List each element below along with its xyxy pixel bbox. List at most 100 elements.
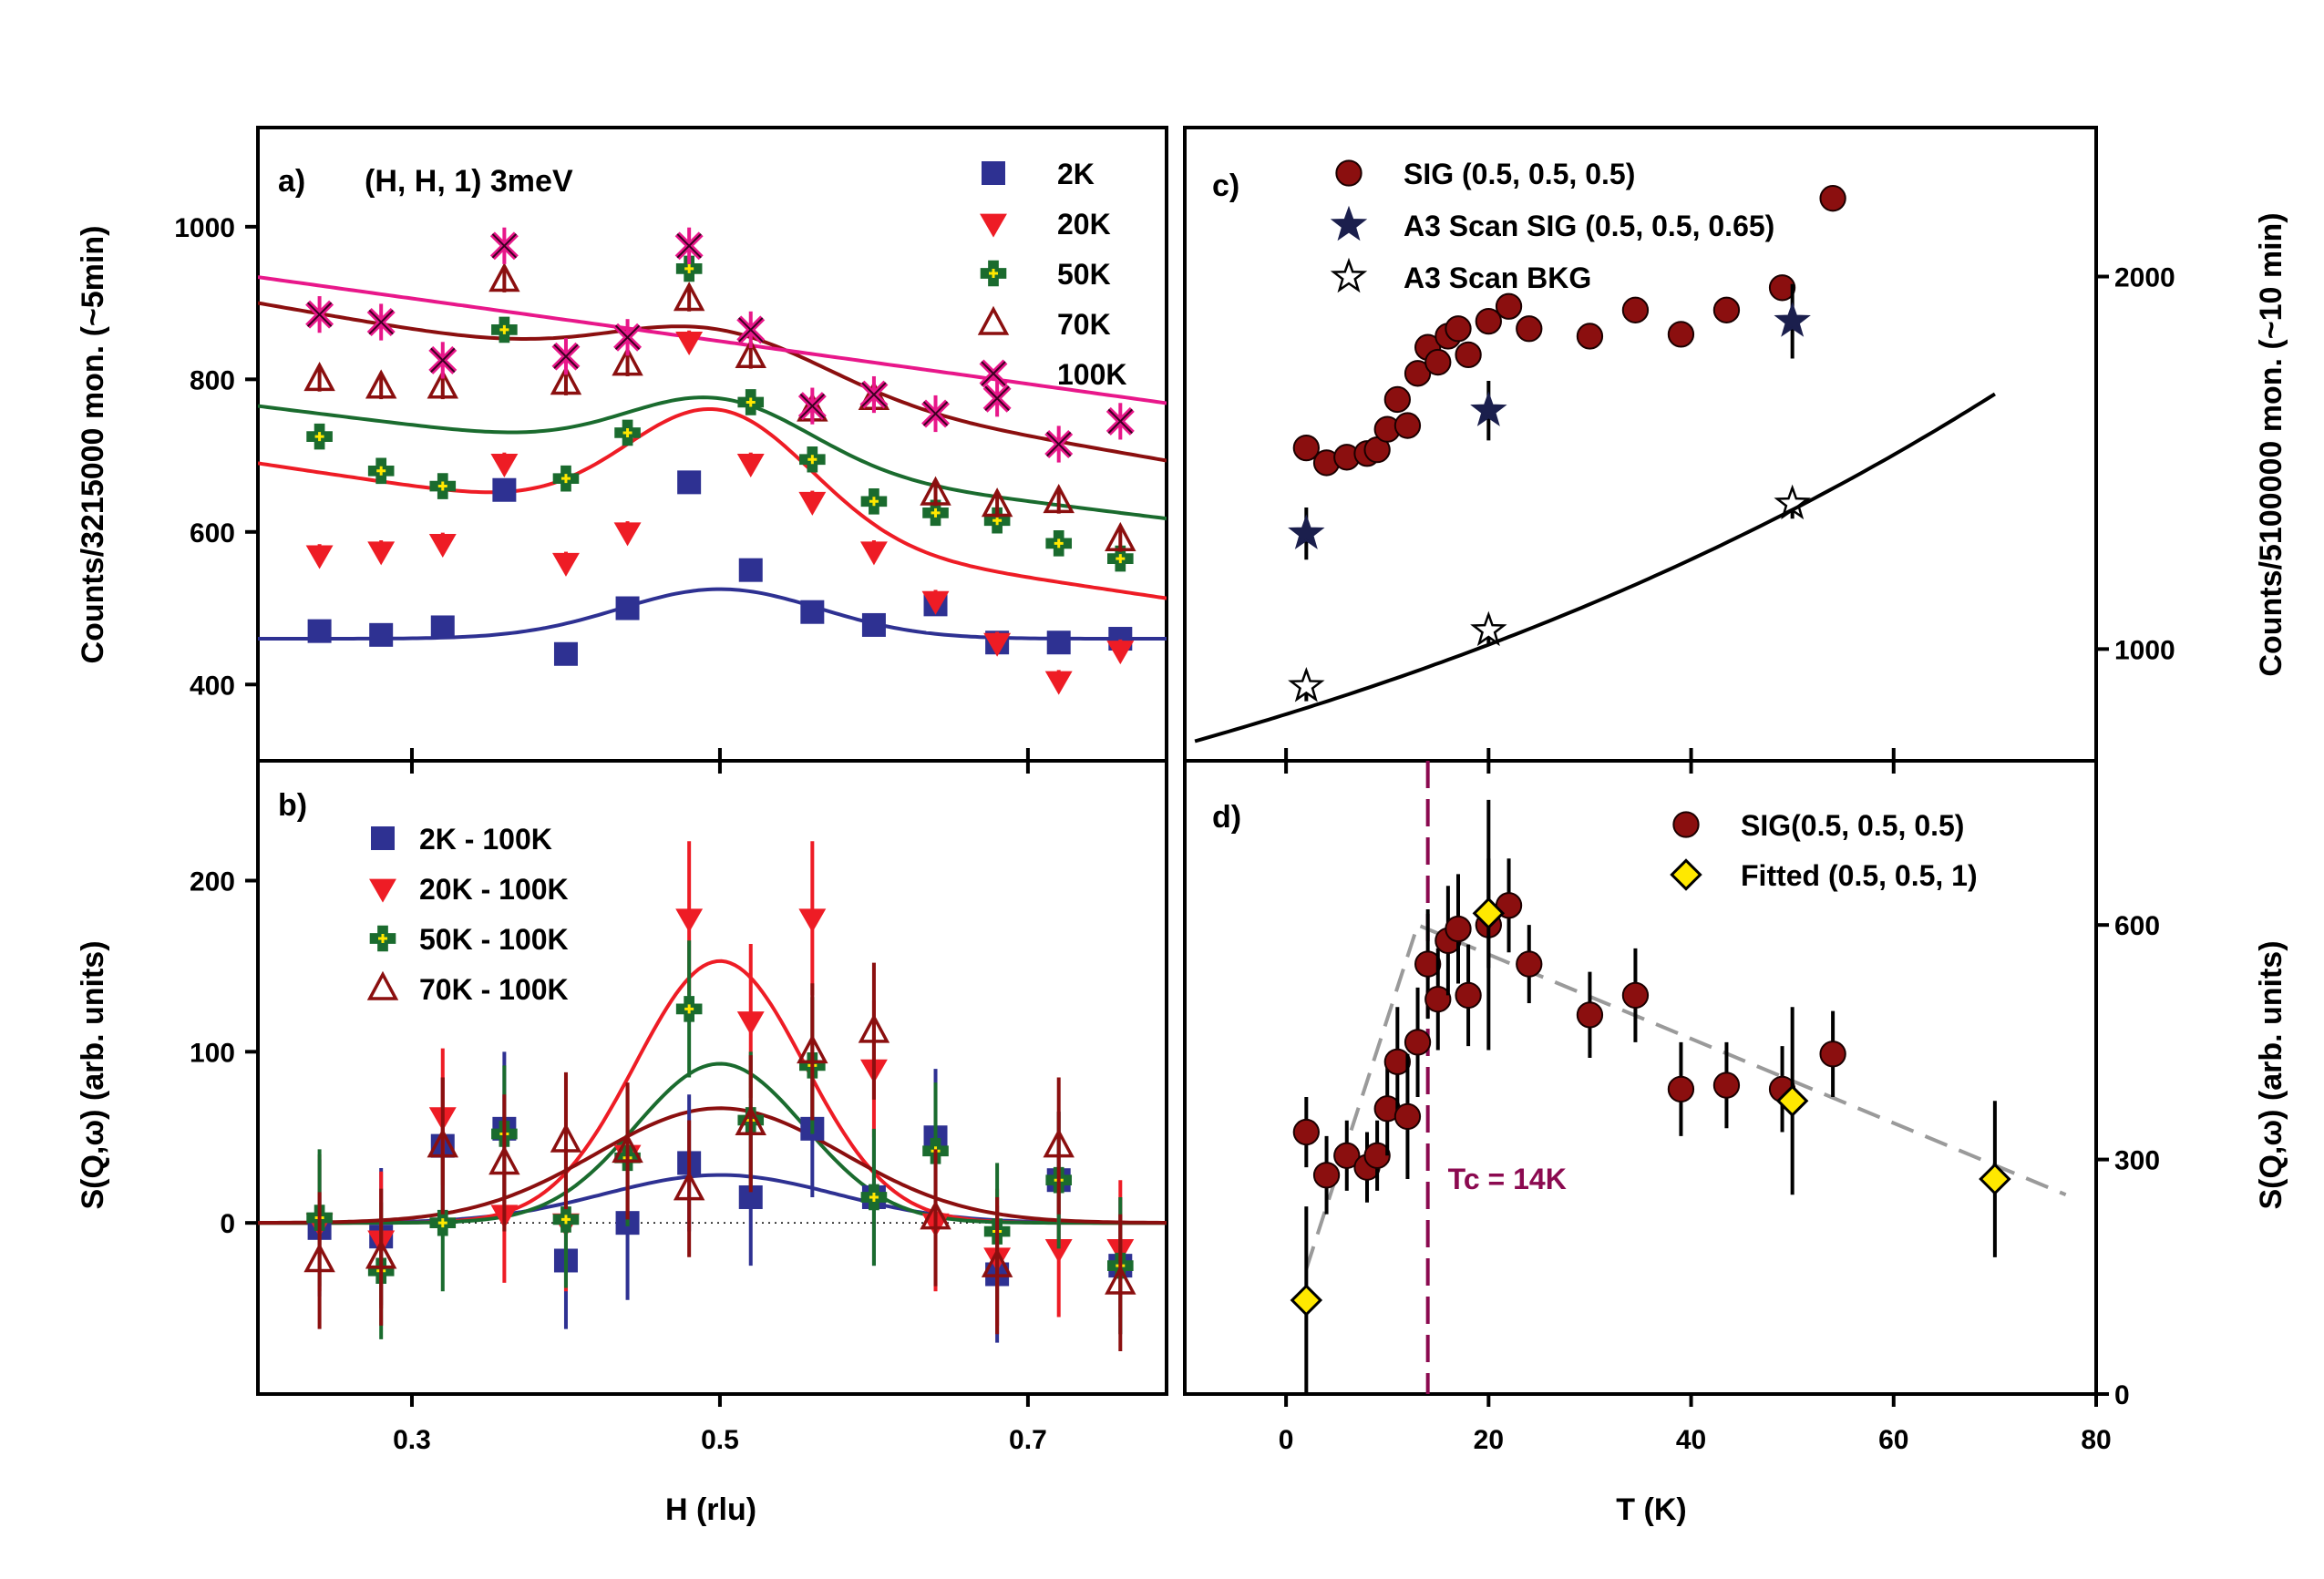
marker-triangle-down bbox=[1044, 1238, 1073, 1263]
legend-label-100K: 100K bbox=[1057, 358, 1127, 391]
data-point bbox=[492, 477, 517, 502]
plot-frame bbox=[256, 126, 1168, 763]
marker-triangle-down bbox=[675, 908, 704, 933]
fit-curve-50K bbox=[258, 395, 1167, 521]
marker-circle bbox=[1333, 1142, 1361, 1169]
marker-triangle-up bbox=[1105, 521, 1136, 551]
marker-triangle-up bbox=[365, 1239, 397, 1269]
data-point bbox=[427, 369, 459, 399]
marker-circle bbox=[1445, 915, 1472, 943]
marker-cross-center bbox=[684, 1004, 694, 1014]
data-point bbox=[1667, 321, 1695, 348]
legend-marker-100K bbox=[979, 359, 1008, 388]
marker-square bbox=[982, 161, 1005, 185]
data-point bbox=[736, 315, 766, 344]
panel-b-xlabel: H (rlu) bbox=[665, 1492, 756, 1527]
data-point bbox=[307, 619, 332, 643]
data-point bbox=[551, 342, 581, 371]
marker-circle bbox=[1393, 412, 1422, 439]
data-point bbox=[306, 423, 333, 450]
marker-circle bbox=[1712, 1071, 1741, 1099]
marker-x-outline bbox=[491, 233, 518, 259]
data-point bbox=[1979, 1163, 2011, 1195]
data-point bbox=[1105, 406, 1135, 436]
legend-marker-20K - 100K bbox=[369, 878, 396, 903]
data-point bbox=[1105, 1265, 1136, 1295]
marker-star bbox=[1470, 610, 1507, 647]
marker-triangle-up bbox=[427, 1128, 459, 1158]
marker-diamond bbox=[1979, 1163, 2011, 1195]
data-point bbox=[1495, 292, 1523, 320]
data-point bbox=[1819, 185, 1846, 212]
marker-triangle-down bbox=[798, 908, 827, 933]
marker-triangle-up bbox=[427, 369, 459, 399]
data-point bbox=[737, 389, 765, 415]
marker-triangle-down bbox=[552, 552, 580, 577]
data-point bbox=[1290, 1284, 1323, 1317]
data-point bbox=[1106, 641, 1135, 665]
data-point bbox=[612, 346, 643, 376]
legend-marker-Fitted (0.5, 0.5, 1) bbox=[1670, 858, 1702, 891]
data-point bbox=[1044, 1238, 1073, 1263]
marker-triangle-down bbox=[369, 878, 396, 903]
marker-cross-center bbox=[437, 481, 447, 491]
legend-marker-70K bbox=[977, 305, 1010, 335]
data-point bbox=[1424, 986, 1452, 1013]
marker-triangle-down bbox=[1106, 641, 1135, 665]
data-point bbox=[1712, 296, 1741, 323]
marker-circle bbox=[1667, 1075, 1695, 1103]
marker-triangle-up bbox=[1043, 484, 1075, 514]
marker-circle bbox=[1516, 950, 1543, 978]
data-point bbox=[1621, 296, 1650, 323]
fit-curve-20K bbox=[258, 407, 1167, 600]
data-point bbox=[1393, 1102, 1422, 1131]
marker-square bbox=[553, 641, 578, 666]
marker-triangle-down bbox=[305, 545, 334, 569]
marker-cross-center bbox=[869, 1192, 879, 1202]
panel-a-ylabel: Counts/3215000 mon. (~5min) bbox=[76, 226, 110, 664]
data-point bbox=[736, 454, 765, 478]
data-point bbox=[369, 622, 394, 647]
data-point bbox=[1288, 514, 1325, 549]
marker-star bbox=[1774, 302, 1811, 337]
fit-curve-2K bbox=[258, 587, 1167, 641]
marker-circle bbox=[1819, 185, 1846, 212]
panel-c: 1000 2000 SIG (0.5, 0.5, 0.5) A3 Scan SIG (… bbox=[1183, 126, 2175, 774]
data-point bbox=[367, 541, 396, 566]
marker-triangle-up bbox=[858, 1013, 890, 1043]
plot-frame bbox=[1183, 759, 2098, 1396]
marker-x-outline bbox=[368, 309, 394, 335]
marker-x-outline bbox=[922, 401, 949, 426]
marker-triangle-up bbox=[1043, 1128, 1075, 1158]
legend-label-Fitted (0.5, 0.5, 1): Fitted (0.5, 0.5, 1) bbox=[1741, 859, 1978, 892]
data-point bbox=[1621, 981, 1650, 1010]
data-point bbox=[1445, 315, 1472, 343]
data-point bbox=[550, 365, 582, 395]
marker-triangle-down bbox=[490, 454, 519, 478]
marker-triangle-up bbox=[488, 262, 520, 292]
marker-circle bbox=[1383, 385, 1411, 414]
data-point bbox=[675, 908, 704, 933]
data-point bbox=[798, 491, 827, 516]
legend-label-2K - 100K: 2K - 100K bbox=[419, 823, 552, 856]
panel-d-ylabel: S(Q,ω) (arb. units) bbox=[2254, 940, 2288, 1209]
marker-circle bbox=[1495, 292, 1523, 320]
marker-star bbox=[1288, 666, 1325, 702]
data-point bbox=[1516, 950, 1543, 978]
data-point bbox=[552, 465, 580, 492]
marker-triangle-down bbox=[675, 332, 704, 356]
marker-circle bbox=[1383, 1048, 1411, 1075]
marker-cross-center bbox=[560, 474, 571, 484]
marker-cross-center bbox=[376, 466, 386, 476]
data-point bbox=[488, 1145, 520, 1175]
data-point bbox=[612, 1133, 643, 1164]
y-tick-label: 800 bbox=[190, 365, 235, 395]
legend-marker-A3 Scan SIG (0.5, 0.5, 0.65) bbox=[1330, 205, 1368, 241]
legend-label-70K - 100K: 70K - 100K bbox=[419, 973, 569, 1006]
panel-b: 0 100 200 0.3 0.5 0.7 2K - 100K 20K - 100K 50K -… bbox=[190, 759, 1168, 1455]
marker-triangle-down bbox=[983, 632, 1012, 657]
data-point bbox=[798, 908, 827, 933]
data-point bbox=[1404, 1029, 1432, 1056]
data-point bbox=[920, 476, 951, 506]
